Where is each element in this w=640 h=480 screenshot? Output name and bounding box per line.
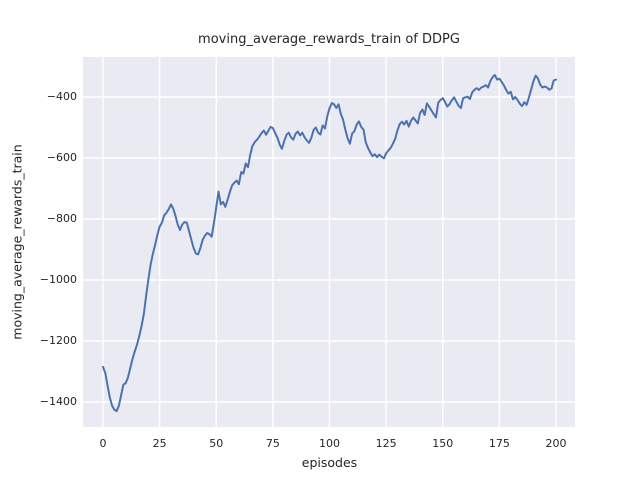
x-tick-label: 100 bbox=[319, 437, 340, 450]
y-tick-label: −800 bbox=[46, 212, 77, 225]
x-tick-label: 175 bbox=[488, 437, 510, 450]
y-tick-label: −400 bbox=[46, 90, 77, 103]
plot-area bbox=[83, 57, 575, 427]
chart-title: moving_average_rewards_train of DDPG bbox=[198, 32, 460, 47]
x-tick-label: 125 bbox=[375, 437, 397, 450]
x-tick-label: 25 bbox=[152, 437, 167, 450]
x-axis-label: episodes bbox=[301, 455, 358, 470]
x-tick-label: 50 bbox=[209, 437, 224, 450]
y-axis-label-text: moving_average_rewards_train bbox=[9, 144, 25, 340]
x-tick-label: 0 bbox=[99, 437, 107, 450]
gridlines bbox=[83, 57, 575, 427]
line-series bbox=[102, 74, 557, 413]
y-tick-label: −1200 bbox=[39, 334, 77, 347]
y-tick-label: −600 bbox=[46, 151, 77, 164]
y-tick-label: −1400 bbox=[39, 395, 77, 408]
x-tick-label: 200 bbox=[545, 437, 567, 450]
x-tick-label: 150 bbox=[432, 437, 454, 450]
y-tick-label: −1000 bbox=[39, 273, 77, 286]
x-tick-label: 75 bbox=[265, 437, 280, 450]
